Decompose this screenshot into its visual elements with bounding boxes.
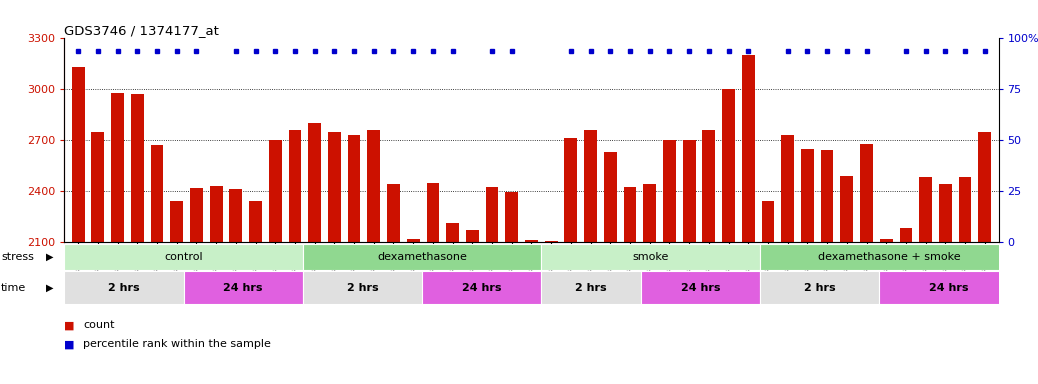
- Text: 24 hrs: 24 hrs: [681, 283, 720, 293]
- Bar: [640, 271, 760, 304]
- Bar: [64, 244, 303, 270]
- Bar: [545, 241, 557, 242]
- Bar: [939, 184, 952, 242]
- Bar: [801, 149, 814, 242]
- Text: dexamethasone: dexamethasone: [377, 252, 467, 262]
- Bar: [269, 140, 281, 242]
- Bar: [131, 94, 143, 242]
- Text: percentile rank within the sample: percentile rank within the sample: [83, 339, 271, 349]
- Text: ■: ■: [64, 339, 75, 349]
- Bar: [821, 151, 834, 242]
- Bar: [387, 184, 400, 242]
- Text: ▶: ▶: [46, 252, 54, 262]
- Bar: [151, 145, 163, 242]
- Text: 2 hrs: 2 hrs: [108, 283, 140, 293]
- Bar: [762, 201, 774, 242]
- Bar: [64, 271, 184, 304]
- Bar: [303, 244, 542, 270]
- Bar: [683, 140, 695, 242]
- Text: ▶: ▶: [46, 283, 54, 293]
- Bar: [111, 93, 124, 242]
- Text: 2 hrs: 2 hrs: [803, 283, 836, 293]
- Bar: [190, 188, 202, 242]
- Text: smoke: smoke: [632, 252, 668, 262]
- Text: control: control: [164, 252, 202, 262]
- Bar: [229, 189, 242, 242]
- Text: 2 hrs: 2 hrs: [347, 283, 378, 293]
- Bar: [91, 132, 104, 242]
- Bar: [920, 177, 932, 242]
- Text: GDS3746 / 1374177_at: GDS3746 / 1374177_at: [64, 24, 219, 37]
- Bar: [427, 182, 439, 242]
- Bar: [525, 240, 538, 242]
- Bar: [542, 244, 760, 270]
- Bar: [979, 132, 991, 242]
- Text: 24 hrs: 24 hrs: [462, 283, 501, 293]
- Bar: [782, 135, 794, 242]
- Bar: [446, 223, 459, 242]
- Text: count: count: [83, 320, 114, 330]
- Bar: [486, 187, 498, 242]
- Bar: [663, 140, 676, 242]
- Bar: [308, 123, 321, 242]
- Bar: [407, 238, 419, 242]
- Bar: [367, 130, 380, 242]
- Bar: [542, 271, 640, 304]
- Bar: [644, 184, 656, 242]
- Bar: [760, 244, 1018, 270]
- Text: 24 hrs: 24 hrs: [223, 283, 263, 293]
- Bar: [348, 135, 360, 242]
- Bar: [604, 152, 617, 242]
- Text: ■: ■: [64, 320, 75, 330]
- Bar: [249, 201, 262, 242]
- Bar: [624, 187, 636, 242]
- Bar: [466, 230, 479, 242]
- Bar: [72, 67, 84, 242]
- Bar: [861, 144, 873, 242]
- Bar: [742, 55, 755, 242]
- Bar: [506, 192, 518, 242]
- Text: stress: stress: [1, 252, 34, 262]
- Bar: [900, 228, 912, 242]
- Bar: [184, 271, 303, 304]
- Text: 2 hrs: 2 hrs: [575, 283, 607, 293]
- Bar: [210, 186, 222, 242]
- Bar: [703, 130, 715, 242]
- Bar: [760, 271, 879, 304]
- Bar: [170, 201, 183, 242]
- Bar: [722, 89, 735, 242]
- Bar: [584, 130, 597, 242]
- Text: 24 hrs: 24 hrs: [929, 283, 968, 293]
- Bar: [879, 271, 1018, 304]
- Bar: [959, 177, 972, 242]
- Bar: [565, 139, 577, 242]
- Bar: [422, 271, 542, 304]
- Text: time: time: [1, 283, 26, 293]
- Bar: [880, 238, 893, 242]
- Bar: [328, 132, 340, 242]
- Bar: [303, 271, 422, 304]
- Bar: [289, 130, 301, 242]
- Bar: [841, 176, 853, 242]
- Text: dexamethasone + smoke: dexamethasone + smoke: [818, 252, 960, 262]
